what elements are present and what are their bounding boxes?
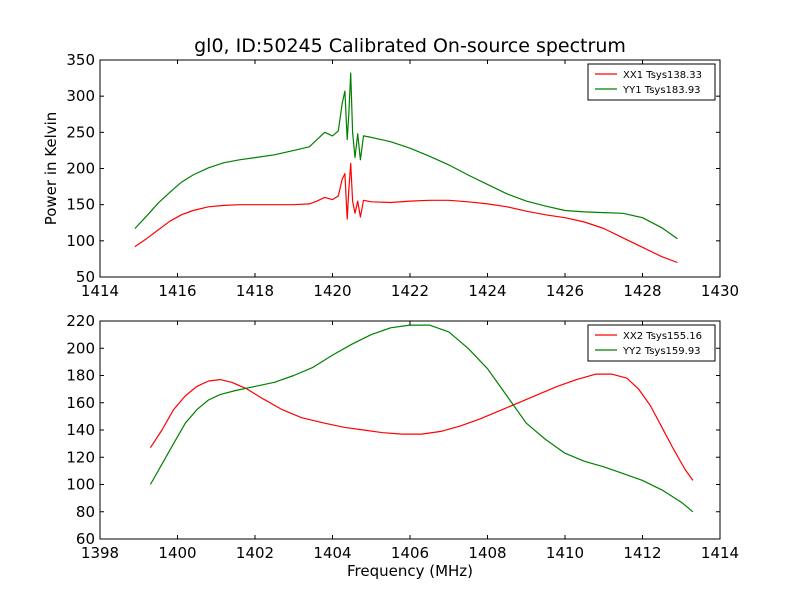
y-tick-label: 180 — [66, 367, 95, 385]
x-tick-label: 1402 — [236, 544, 274, 562]
legend-label-1: XX2 Tsys155.16 — [623, 331, 702, 342]
y-tick-label: 100 — [66, 232, 95, 250]
x-tick-label: 1412 — [623, 544, 661, 562]
y-tick-label: 200 — [66, 339, 95, 357]
x-tick-label: 1414 — [81, 282, 119, 300]
x-tick-label: 1404 — [313, 544, 351, 562]
y-axis-label: Power in Kelvin — [42, 112, 60, 226]
top-plot: 1414 1416 1418 1420 1422 1424 1426 1428 1430 50 10… — [42, 51, 739, 300]
y-tick-label: 80 — [76, 503, 95, 521]
legend-label-2: YY1 Tsys183.93 — [622, 85, 701, 96]
y-tick-label: 100 — [66, 476, 95, 494]
x-axis-label: Frequency (MHz) — [347, 562, 473, 580]
y-tick-label: 120 — [66, 448, 95, 466]
series-line-1 — [134, 162, 678, 264]
y-tick-label: 60 — [76, 530, 95, 548]
x-tick-label: 1398 — [81, 544, 119, 562]
y-tick-label: 250 — [66, 123, 95, 141]
y-tick-label: 160 — [66, 394, 95, 412]
y-tick-label: 300 — [66, 87, 95, 105]
x-tick-label: 1430 — [701, 282, 739, 300]
legend-label-2: YY2 Tsys159.93 — [622, 346, 701, 357]
legend-box — [587, 324, 716, 362]
x-tick-label: 1424 — [468, 282, 506, 300]
bottom-plot: 1398 1400 1402 1404 1406 1408 1410 1412 1414 60 80… — [66, 312, 739, 580]
x-tick-label: 1414 — [701, 544, 739, 562]
legend: XX2 Tsys155.16 YY2 Tsys159.93 — [587, 324, 716, 362]
y-tick-label: 140 — [66, 421, 95, 439]
legend: XX1 Tsys138.33 YY1 Tsys183.93 — [587, 63, 716, 101]
x-tick-label: 1416 — [158, 282, 196, 300]
x-tick-label: 1400 — [158, 544, 196, 562]
x-tick-label: 1418 — [236, 282, 274, 300]
series-line-2 — [134, 72, 678, 240]
x-tick-label: 1428 — [623, 282, 661, 300]
x-tick-label: 1410 — [546, 544, 584, 562]
chart-title: gl0, ID:50245 Calibrated On-source spect… — [194, 35, 626, 57]
x-tick-label: 1422 — [391, 282, 429, 300]
series-line-2 — [149, 324, 694, 513]
y-tick-label: 220 — [66, 312, 95, 330]
y-tick-label: 150 — [66, 196, 95, 214]
x-tick-label: 1420 — [313, 282, 351, 300]
legend-box — [587, 63, 716, 101]
legend-label-1: XX1 Tsys138.33 — [623, 70, 702, 81]
y-tick-label: 50 — [76, 268, 95, 286]
series-line-1 — [149, 373, 694, 481]
x-tick-label: 1406 — [391, 544, 429, 562]
x-tick-label: 1408 — [468, 544, 506, 562]
y-tick-label: 350 — [66, 51, 95, 69]
x-tick-label: 1426 — [546, 282, 584, 300]
y-tick-label: 200 — [66, 160, 95, 178]
